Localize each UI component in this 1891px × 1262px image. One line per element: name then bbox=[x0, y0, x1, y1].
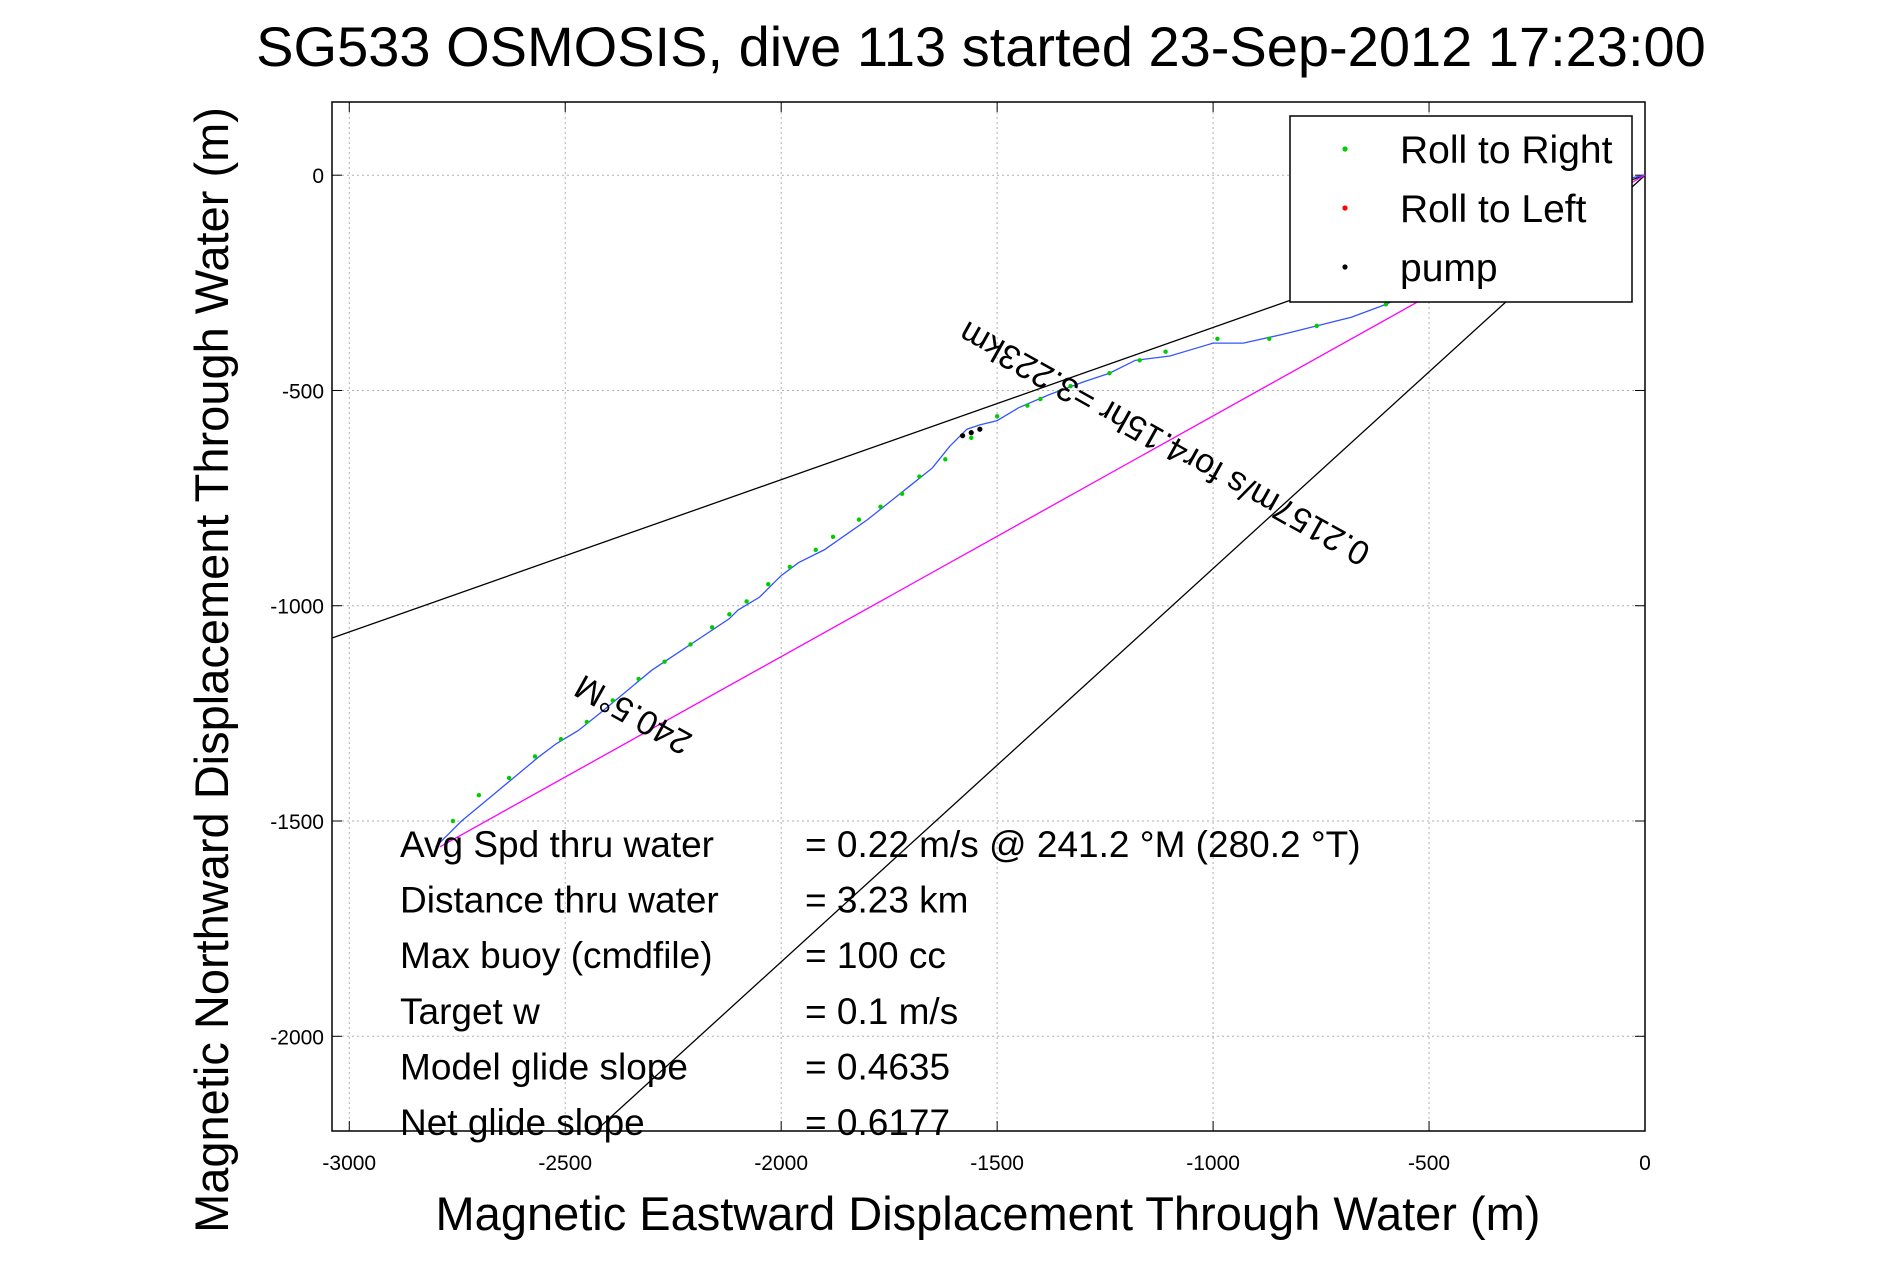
plot-area bbox=[331, 101, 1646, 1132]
roll-right-point bbox=[1267, 336, 1272, 341]
y-axis-title: Magnetic Northward Displacement Through … bbox=[185, 107, 238, 1233]
roll-right-point bbox=[878, 504, 883, 509]
roll-right-point bbox=[856, 517, 862, 522]
roll-right-point bbox=[943, 457, 948, 462]
stat-label: Max buoy (cmdfile) bbox=[400, 935, 713, 976]
x-tick-label: -1500 bbox=[970, 1152, 1024, 1175]
pump-point bbox=[959, 433, 966, 439]
roll-right-point bbox=[688, 642, 693, 647]
stat-label: Avg Spd thru water bbox=[400, 824, 714, 865]
roll-right-point bbox=[1163, 349, 1168, 354]
x-tick-label: -500 bbox=[1408, 1152, 1450, 1175]
roll-right-point bbox=[1025, 403, 1030, 408]
stat-value: = 100 cc bbox=[805, 935, 946, 976]
roll-right-point bbox=[813, 547, 818, 552]
x-tick-label: -3000 bbox=[322, 1152, 376, 1175]
x-tick-label: 0 bbox=[1639, 1152, 1651, 1175]
roll-right-point bbox=[662, 659, 667, 664]
stat-value: = 0.22 m/s @ 241.2 °M (280.2 °T) bbox=[805, 824, 1361, 865]
roll-right-point bbox=[476, 792, 482, 798]
y-axis-ticks: 0 -500 -1000 -1500 -2000 bbox=[270, 165, 1645, 1049]
roll-right-point bbox=[506, 775, 512, 781]
roll-right-point bbox=[1137, 358, 1142, 363]
roll-right-point bbox=[994, 414, 1000, 419]
y-tick-label: -500 bbox=[282, 380, 324, 403]
roll-right-point bbox=[636, 676, 641, 682]
legend-label: Roll to Left bbox=[1400, 188, 1587, 231]
roll-right-point bbox=[744, 599, 749, 604]
cone-lines bbox=[332, 174, 1645, 1131]
x-axis-title: Magnetic Eastward Displacement Through W… bbox=[436, 1187, 1541, 1240]
roll-right-point bbox=[1038, 396, 1043, 402]
x-tick-label: -2000 bbox=[754, 1152, 808, 1175]
legend: Roll to Right Roll to Left pump bbox=[1289, 115, 1633, 303]
cone-line bbox=[595, 174, 1645, 1131]
stat-value: = 0.4635 bbox=[805, 1046, 950, 1087]
roll-right-point bbox=[709, 625, 715, 630]
rotated-annotations: 240.5°M0.2157m/s for4.15hr =3.223km bbox=[569, 313, 1377, 762]
stat-value: = 3.23 km bbox=[805, 880, 969, 921]
stat-value: = 0.6177 bbox=[805, 1102, 950, 1143]
roll-right-point bbox=[1314, 323, 1319, 329]
x-tick-label: -1000 bbox=[1186, 1152, 1240, 1175]
pump-point bbox=[977, 426, 983, 432]
stats-block: Avg Spd thru water = 0.22 m/s @ 241.2 °M … bbox=[400, 824, 1361, 1143]
roll-right-point bbox=[532, 754, 538, 759]
y-tick-label: -2000 bbox=[270, 1026, 324, 1049]
roll-right-point bbox=[584, 719, 590, 725]
stat-label: Model glide slope bbox=[400, 1046, 688, 1087]
x-axis-ticks: -3000 -2500 -2000 -1500 -1000 -500 0 bbox=[322, 102, 1651, 1175]
roll-right-point bbox=[899, 491, 905, 496]
stat-label: Distance thru water bbox=[400, 880, 719, 921]
roll-right-point bbox=[1107, 371, 1112, 376]
legend-entries: Roll to Right Roll to Left pump bbox=[1342, 129, 1613, 290]
roll-right-point bbox=[917, 474, 922, 479]
roll-right-point bbox=[1383, 302, 1389, 307]
stat-value: = 0.1 m/s bbox=[805, 991, 958, 1032]
legend-marker bbox=[1342, 205, 1348, 211]
y-tick-label: -1500 bbox=[270, 811, 324, 834]
legend-marker bbox=[1342, 264, 1348, 270]
pump-point bbox=[968, 430, 974, 436]
stat-label: Target w bbox=[400, 991, 540, 1032]
stat-label: Net glide slope bbox=[400, 1102, 645, 1143]
roll-right-point bbox=[830, 534, 836, 540]
legend-label: pump bbox=[1400, 247, 1498, 290]
y-tick-label: 0 bbox=[312, 165, 324, 188]
roll-right-point bbox=[727, 612, 732, 617]
x-tick-label: -2500 bbox=[538, 1152, 592, 1175]
chart-title: SG533 OSMOSIS, dive 113 started 23-Sep-2… bbox=[256, 15, 1706, 78]
legend-label: Roll to Right bbox=[1400, 129, 1613, 172]
roll-right-point bbox=[450, 818, 456, 824]
roll-right-point bbox=[1068, 383, 1073, 389]
roll-right-point bbox=[558, 737, 564, 742]
y-tick-label: -1000 bbox=[270, 596, 324, 619]
roll-right-point bbox=[610, 698, 615, 703]
roll-right-point bbox=[766, 582, 771, 587]
legend-marker bbox=[1342, 146, 1348, 152]
roll-right-point bbox=[787, 564, 793, 570]
roll-right-point bbox=[969, 435, 974, 441]
roll-right-point bbox=[1215, 336, 1220, 341]
